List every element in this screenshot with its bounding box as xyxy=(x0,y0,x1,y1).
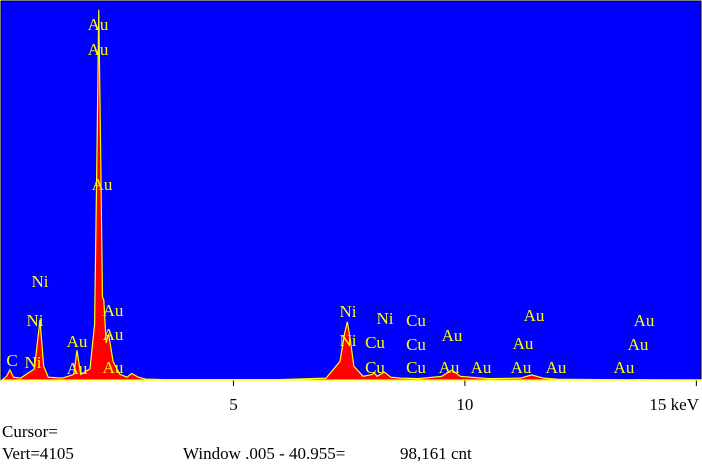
peak-label: Au xyxy=(67,332,88,351)
spectrum-area xyxy=(0,9,702,381)
x-tick-label: 15 keV xyxy=(649,395,699,414)
peak-label: Ni xyxy=(27,311,44,330)
peak-label: C xyxy=(6,351,17,370)
peak-label: Cu xyxy=(365,358,385,377)
x-tick-label: 5 xyxy=(229,395,238,414)
peak-label: Ni xyxy=(340,331,357,350)
peak-label: Au xyxy=(628,335,649,354)
peak-label: Cu xyxy=(406,358,426,377)
plot-area xyxy=(0,0,702,381)
peak-label: Au xyxy=(92,175,113,194)
peak-label: Cu xyxy=(365,333,385,352)
peak-label: Au xyxy=(442,326,463,345)
window-text: Window .005 - 40.955= xyxy=(183,444,345,463)
peak-label: Cu xyxy=(406,335,426,354)
peak-label: Au xyxy=(471,358,492,377)
peak-label: Au xyxy=(513,334,534,353)
peak-label: Cu xyxy=(406,311,426,330)
peak-label: Au xyxy=(103,301,124,320)
peak-label: Au xyxy=(88,15,109,34)
cursor-text: Cursor= xyxy=(2,422,58,441)
peak-label: Ni xyxy=(32,272,49,291)
count-text: 98,161 cnt xyxy=(400,444,472,463)
peak-label: Au xyxy=(88,40,109,59)
peak-label: Au xyxy=(67,359,88,378)
peak-label: Ni xyxy=(25,353,42,372)
peak-label: Au xyxy=(524,306,545,325)
peak-label: Au xyxy=(439,358,460,377)
peak-label: Au xyxy=(103,325,124,344)
x-tick-label: 10 xyxy=(456,395,473,414)
peak-label: Au xyxy=(634,311,655,330)
vert-text: Vert=4105 xyxy=(2,444,74,463)
peak-label: Au xyxy=(546,358,567,377)
peak-label: Au xyxy=(511,358,532,377)
peak-label: Ni xyxy=(340,302,357,321)
peak-label: Ni xyxy=(377,309,394,328)
peak-label: Au xyxy=(614,358,635,377)
peak-label: Au xyxy=(103,358,124,377)
